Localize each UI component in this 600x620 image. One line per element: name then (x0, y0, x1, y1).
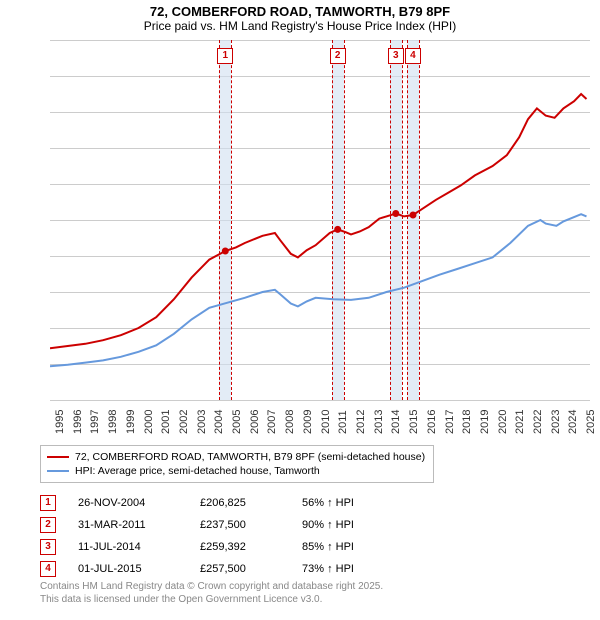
transaction-row: 231-MAR-2011£237,50090% ↑ HPI (40, 514, 382, 536)
footer-line2: This data is licensed under the Open Gov… (40, 593, 383, 606)
plot-area: 1234 (50, 40, 590, 400)
x-axis: 1995199619971998199920002001200220032004… (50, 400, 590, 440)
legend-swatch-property (47, 456, 69, 458)
transaction-row: 311-JUL-2014£259,39285% ↑ HPI (40, 536, 382, 558)
line-series (50, 40, 590, 400)
legend-item-hpi: HPI: Average price, semi-detached house,… (47, 464, 427, 478)
chart-container: 72, COMBERFORD ROAD, TAMWORTH, B79 8PF P… (0, 0, 600, 620)
legend-label-property: 72, COMBERFORD ROAD, TAMWORTH, B79 8PF (… (75, 451, 425, 463)
chart-subtitle: Price paid vs. HM Land Registry's House … (0, 19, 600, 37)
transaction-table: 126-NOV-2004£206,82556% ↑ HPI231-MAR-201… (40, 492, 382, 580)
transaction-row: 126-NOV-2004£206,82556% ↑ HPI (40, 492, 382, 514)
legend: 72, COMBERFORD ROAD, TAMWORTH, B79 8PF (… (40, 445, 434, 483)
footer-line1: Contains HM Land Registry data © Crown c… (40, 580, 383, 593)
legend-item-property: 72, COMBERFORD ROAD, TAMWORTH, B79 8PF (… (47, 450, 427, 464)
footer: Contains HM Land Registry data © Crown c… (40, 580, 383, 606)
legend-swatch-hpi (47, 470, 69, 472)
y-axis: £0£50K£100K£150K£200K£250K£300K£350K£400… (0, 40, 50, 400)
transaction-row: 401-JUL-2015£257,50073% ↑ HPI (40, 558, 382, 580)
legend-label-hpi: HPI: Average price, semi-detached house,… (75, 465, 320, 477)
chart-title: 72, COMBERFORD ROAD, TAMWORTH, B79 8PF (0, 0, 600, 19)
